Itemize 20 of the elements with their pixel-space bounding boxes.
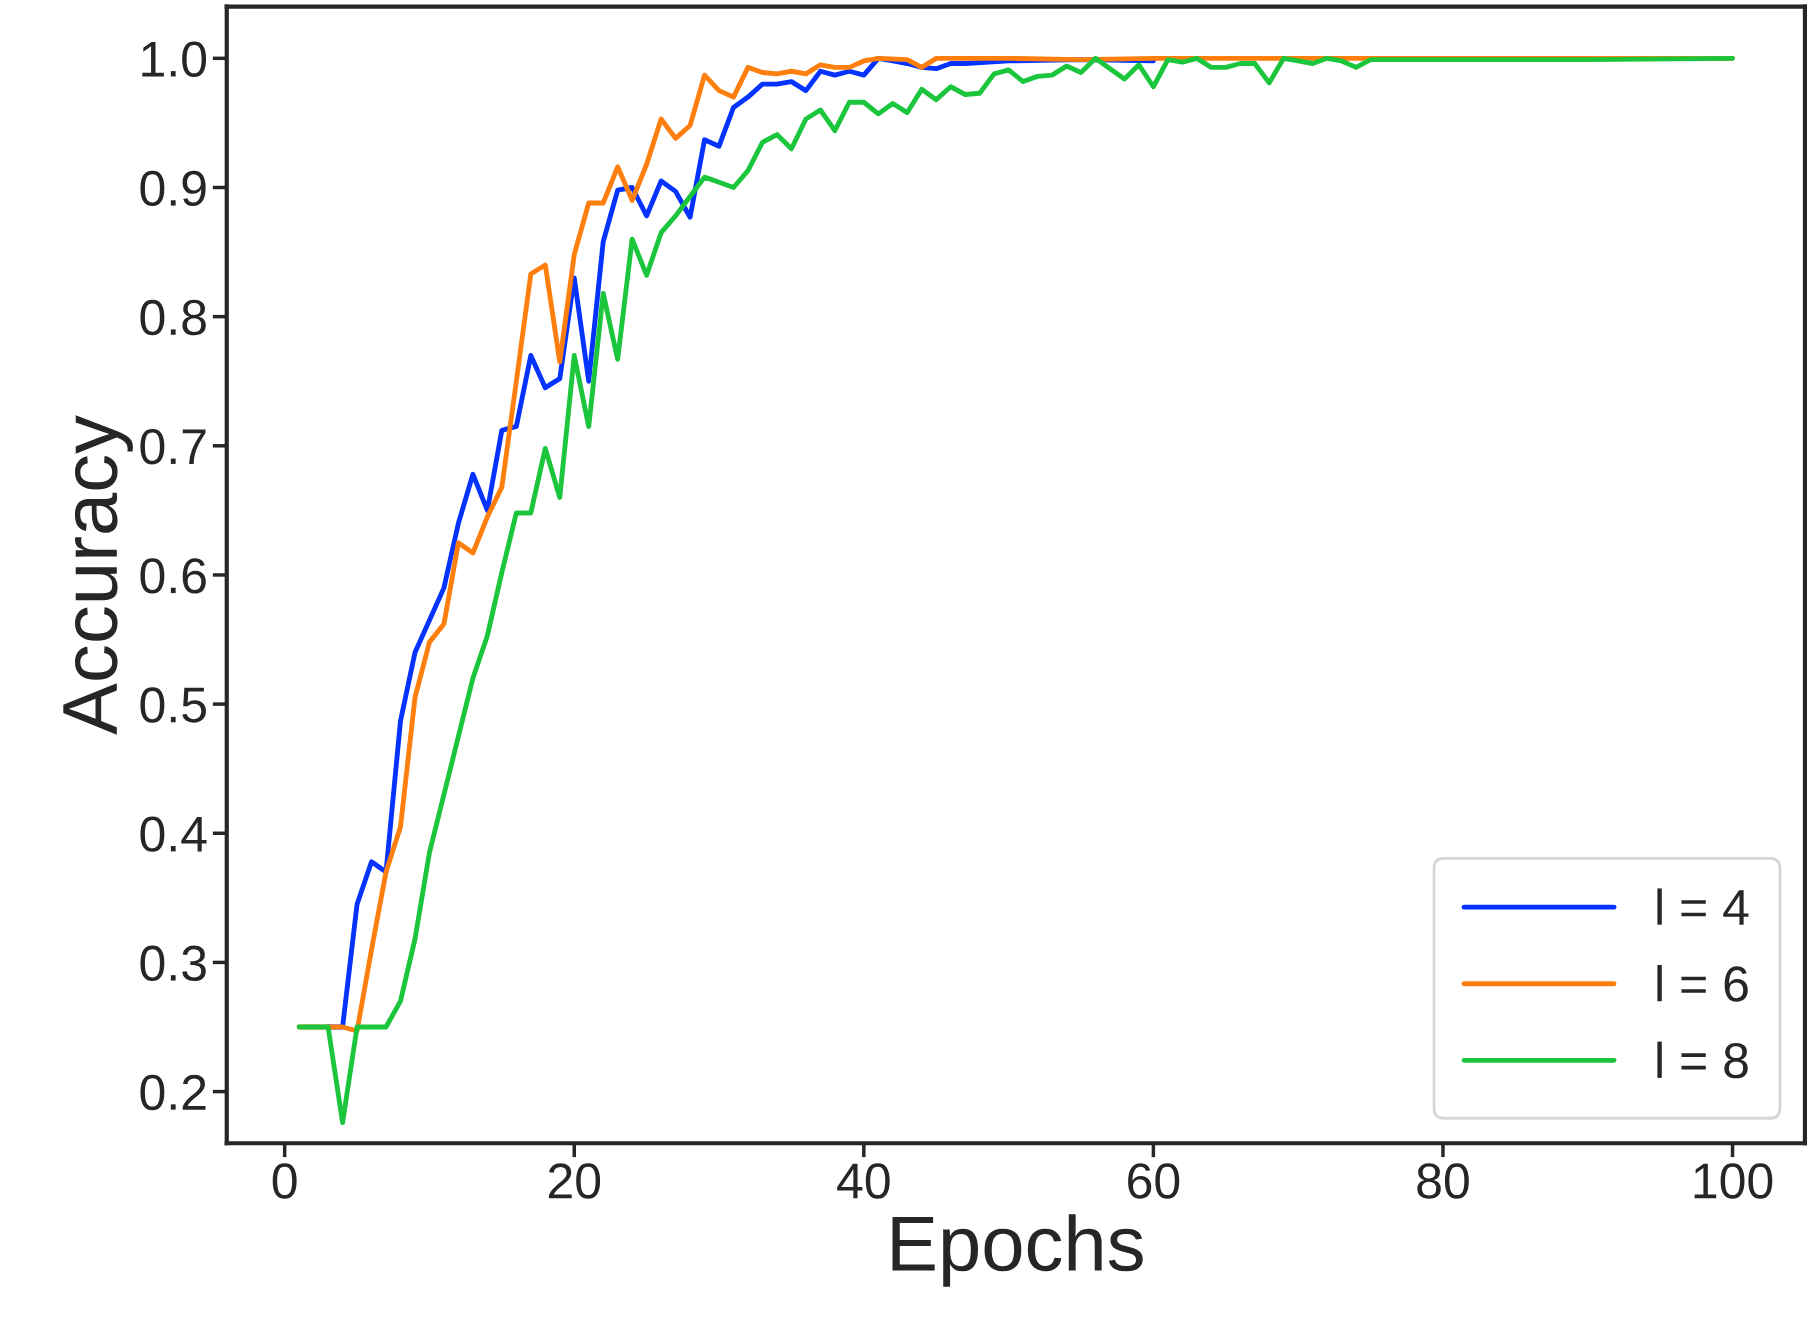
y-tick-label: 0.2 bbox=[140, 1074, 206, 1111]
y-tick-label: 1.0 bbox=[142, 41, 207, 77]
legend-label: l = 8 bbox=[1657, 1041, 1748, 1079]
y-tick-label: 0.8 bbox=[140, 299, 206, 336]
x-tick-label: 80 bbox=[1417, 1163, 1469, 1199]
x-tick-label: 40 bbox=[837, 1163, 890, 1199]
x-axis-title: Epochs bbox=[892, 1214, 1143, 1287]
legend-label: l = 4 bbox=[1657, 888, 1749, 925]
y-axis-title: Accuracy bbox=[63, 415, 133, 735]
y-tick-label: 0.9 bbox=[140, 170, 206, 207]
x-tick-label: 0 bbox=[272, 1163, 297, 1199]
y-tick-label: 0.5 bbox=[140, 687, 206, 723]
y-tick-label: 0.6 bbox=[140, 558, 206, 594]
legend-label: l = 6 bbox=[1657, 965, 1748, 1002]
x-tick-label: 100 bbox=[1694, 1163, 1773, 1199]
x-tick-label: 60 bbox=[1128, 1163, 1180, 1199]
y-tick-label: 0.3 bbox=[140, 945, 206, 982]
y-tick-label: 0.7 bbox=[140, 429, 206, 465]
x-tick-label: 20 bbox=[548, 1163, 601, 1199]
y-tick-label: 0.4 bbox=[140, 816, 207, 852]
